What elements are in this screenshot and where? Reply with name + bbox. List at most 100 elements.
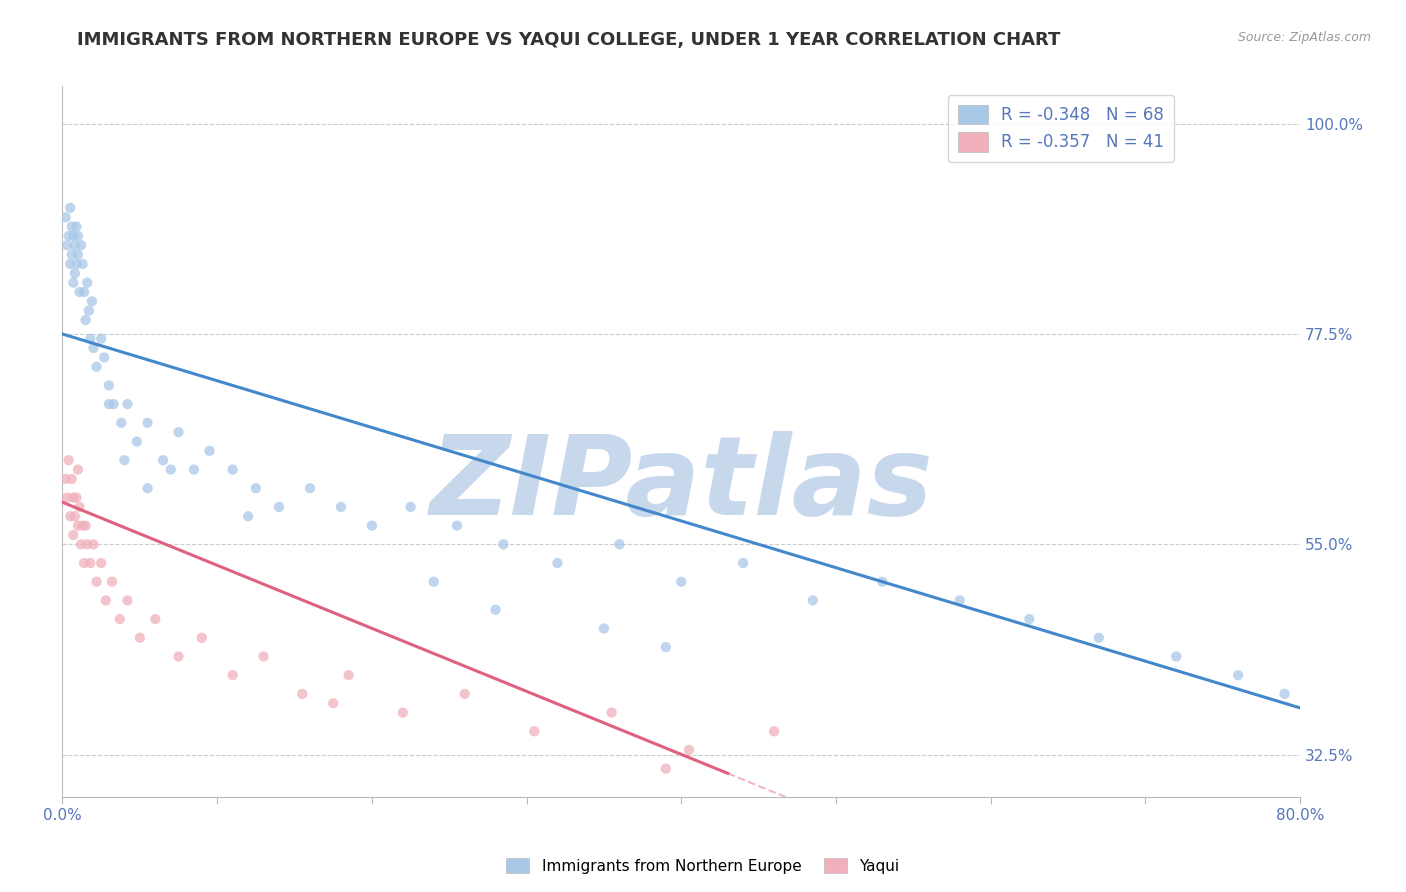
Point (62, 528, 84, 542)
Point (59, 257, 82, 271)
Point (60, 219, 83, 234)
Point (152, 453, 174, 467)
Point (267, 500, 290, 514)
Point (70, 537, 93, 551)
Point (454, 687, 477, 701)
Point (59, 509, 82, 524)
Point (66, 247, 89, 261)
Point (94, 593, 117, 607)
Point (97, 397, 120, 411)
Point (291, 687, 314, 701)
Point (399, 500, 422, 514)
Text: ZIPatlas: ZIPatlas (429, 431, 934, 538)
Point (143, 612, 166, 626)
Point (69, 285, 91, 299)
Point (60, 472, 83, 486)
Point (221, 668, 243, 682)
Point (671, 574, 693, 589)
Point (66, 228, 89, 243)
Point (65, 491, 87, 505)
Point (65, 219, 87, 234)
Point (59, 201, 82, 215)
Point (108, 612, 131, 626)
Point (79, 332, 101, 346)
Point (56, 238, 79, 252)
Point (63, 266, 86, 280)
Point (190, 631, 212, 645)
Point (298, 481, 321, 495)
Point (79, 556, 101, 570)
Point (101, 574, 124, 589)
Point (198, 443, 221, 458)
Point (125, 434, 148, 449)
Point (55, 472, 77, 486)
Point (72, 518, 94, 533)
Point (117, 593, 139, 607)
Point (446, 518, 468, 533)
Point (60, 247, 83, 261)
Point (65, 257, 87, 271)
Point (678, 743, 700, 757)
Point (63, 238, 86, 252)
Legend: R = -0.348   N = 68, R = -0.357   N = 41: R = -0.348 N = 68, R = -0.357 N = 41 (948, 95, 1174, 161)
Point (485, 603, 508, 617)
Point (547, 556, 569, 570)
Point (62, 491, 84, 505)
Point (110, 416, 132, 430)
Text: Source: ZipAtlas.com: Source: ZipAtlas.com (1237, 31, 1371, 45)
Point (763, 724, 786, 739)
Point (63, 509, 86, 524)
Point (62, 276, 84, 290)
Point (82, 341, 104, 355)
Point (93, 351, 115, 365)
Point (423, 574, 446, 589)
Point (1274, 687, 1296, 701)
Point (66, 518, 89, 533)
Point (167, 425, 190, 439)
Point (66, 462, 89, 476)
Point (492, 537, 515, 551)
Point (329, 500, 352, 514)
Point (252, 649, 274, 664)
Point (245, 481, 267, 495)
Point (523, 724, 546, 739)
Point (86, 574, 108, 589)
Point (655, 640, 678, 654)
Point (55, 211, 77, 225)
Point (80, 294, 103, 309)
Point (337, 668, 360, 682)
Point (872, 574, 894, 589)
Point (76, 276, 98, 290)
Point (221, 462, 243, 476)
Point (103, 397, 125, 411)
Point (236, 509, 259, 524)
Point (609, 537, 631, 551)
Point (183, 462, 205, 476)
Point (1088, 631, 1111, 645)
Point (75, 313, 97, 327)
Point (112, 453, 135, 467)
Point (136, 481, 159, 495)
Point (76, 537, 98, 551)
Legend: Immigrants from Northern Europe, Yaqui: Immigrants from Northern Europe, Yaqui (501, 852, 905, 880)
Point (136, 416, 159, 430)
Point (62, 228, 84, 243)
Point (593, 622, 616, 636)
Point (1227, 668, 1250, 682)
Point (167, 649, 190, 664)
Point (58, 228, 80, 243)
Point (90, 332, 112, 346)
Point (128, 631, 150, 645)
Point (117, 397, 139, 411)
Point (72, 257, 94, 271)
Point (77, 303, 100, 318)
Point (1018, 612, 1040, 626)
Point (322, 696, 344, 710)
Point (73, 285, 96, 299)
Point (1166, 649, 1188, 664)
Point (600, 706, 623, 720)
Point (391, 706, 413, 720)
Point (73, 556, 96, 570)
Point (360, 518, 382, 533)
Point (82, 537, 104, 551)
